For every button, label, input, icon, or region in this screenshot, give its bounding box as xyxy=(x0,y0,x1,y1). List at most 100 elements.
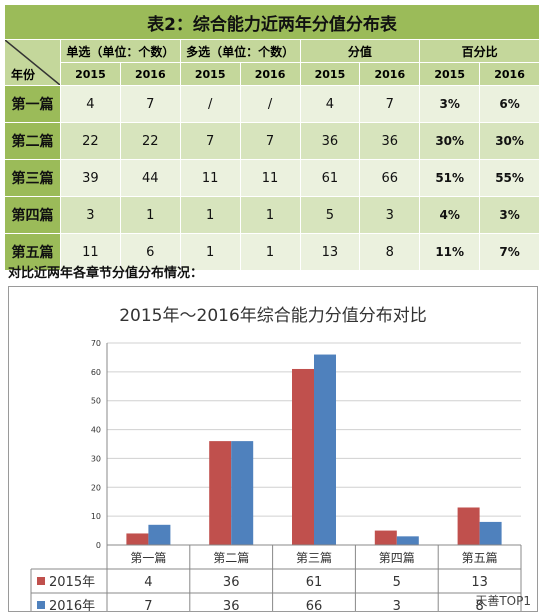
y-tick-label: 0 xyxy=(96,541,101,550)
year-header: 2016 xyxy=(239,62,301,86)
data-label: 61 xyxy=(306,575,323,590)
year-header: 2015 xyxy=(179,62,241,86)
table-cell: 30% xyxy=(479,122,540,160)
y-tick-label: 40 xyxy=(91,426,101,435)
table-cell: 6 xyxy=(119,233,181,271)
year-header: 2015 xyxy=(299,62,361,86)
table-cell: 7 xyxy=(239,122,301,160)
data-label: 8 xyxy=(475,599,483,611)
chart-panel: 2015年～2016年综合能力分值分布对比 0 10 20 30 40 50 60 70 第一篇 第… xyxy=(8,286,538,612)
category-label: 第四篇 xyxy=(379,550,415,565)
year-label: 年份 xyxy=(11,68,36,82)
y-tick-label: 60 xyxy=(91,368,101,377)
table-cell: 7 xyxy=(359,85,421,123)
row-label: 第五篇 xyxy=(4,233,61,271)
row-label: 第四篇 xyxy=(4,196,61,234)
category-label: 第五篇 xyxy=(462,550,498,565)
data-label: 13 xyxy=(471,575,488,590)
table-cell: 6% xyxy=(479,85,540,123)
table-cell: 1 xyxy=(179,233,241,271)
table-cell: / xyxy=(179,85,241,123)
data-label: 36 xyxy=(223,575,240,590)
bar-2015 xyxy=(457,507,480,545)
table-row: 第五篇 11 6 1 1 13 8 11% 7% xyxy=(4,233,540,271)
data-label: 7 xyxy=(144,599,152,611)
bar-chart: 2015年～2016年综合能力分值分布对比 0 10 20 30 40 50 60 70 第一篇 第… xyxy=(30,306,522,611)
table-cell: 3% xyxy=(479,196,540,234)
table-cell: 3 xyxy=(60,196,121,234)
bar-2015 xyxy=(374,530,397,545)
year-header: 2016 xyxy=(359,62,421,86)
row-label: 第二篇 xyxy=(4,122,61,160)
y-tick-label: 20 xyxy=(91,483,101,492)
table-cell: 5 xyxy=(299,196,361,234)
category-label: 第三篇 xyxy=(296,550,332,565)
table-cell: 8 xyxy=(359,233,421,271)
group-header-single: 单选（单位：个数） xyxy=(60,39,181,63)
category-label: 第一篇 xyxy=(130,550,166,565)
legend-swatch-2016 xyxy=(37,601,45,609)
table-cell: 4% xyxy=(419,196,481,234)
table-row: 第一篇 4 7//4 7 3% 6% xyxy=(4,85,540,123)
table-cell: 55% xyxy=(479,159,540,197)
table-cell: 3 xyxy=(359,196,421,234)
bar-2016 xyxy=(231,441,254,545)
table-cell: 1 xyxy=(179,196,241,234)
group-header-multi: 多选（单位：个数） xyxy=(179,39,301,63)
chart-title: 2015年～2016年综合能力分值分布对比 xyxy=(119,306,427,326)
table-cell: 4 xyxy=(60,85,121,123)
table-cell: 11 xyxy=(239,159,301,197)
y-tick-label: 30 xyxy=(91,454,101,463)
table-cell: 7 xyxy=(179,122,241,160)
table-cell: 7% xyxy=(479,233,540,271)
table-cell: 61 xyxy=(299,159,361,197)
y-tick-label: 50 xyxy=(91,397,101,406)
group-header-percent: 百分比 xyxy=(419,39,540,63)
bar-2015 xyxy=(126,533,149,545)
table-cell: / xyxy=(239,85,301,123)
table-cell: 22 xyxy=(119,122,181,160)
data-label: 4 xyxy=(144,575,152,590)
year-header: 2015 xyxy=(419,62,481,86)
data-label: 3 xyxy=(393,599,401,611)
table-cell: 4 xyxy=(299,85,361,123)
diagonal-line xyxy=(5,40,60,85)
bar-2016 xyxy=(314,354,336,545)
table-cell: 36 xyxy=(299,122,361,160)
table-cell: 1 xyxy=(239,196,301,234)
y-tick-label: 70 xyxy=(91,339,101,348)
table-cell: 51% xyxy=(419,159,481,197)
table-cell: 36 xyxy=(359,122,421,160)
bar-2015 xyxy=(209,441,232,545)
group-header-score: 分值 xyxy=(299,39,421,63)
watermark: 天善TOP1 xyxy=(475,594,531,608)
chart-caption: 对比近两年各章节分值分布情况： xyxy=(8,266,204,281)
table-body: 第一篇 4 7//4 7 3% 6% 第二篇 22 22 7 7 36 36 30% 30% 第三篇 39 44 1… xyxy=(4,85,540,271)
data-label: 5 xyxy=(393,575,401,590)
data-label: 36 xyxy=(223,599,240,611)
table-cell: 1 xyxy=(239,233,301,271)
year-header: 2016 xyxy=(479,62,540,86)
bar-2016 xyxy=(148,524,171,545)
score-distribution-table: 表2：综合能力近两年分值分布表 年份 单选（单位：个数） 多选（单位：个数） 分… xyxy=(4,4,540,271)
row-label: 第一篇 xyxy=(4,85,61,123)
table-cell: 22 xyxy=(60,122,121,160)
table-cell: 66 xyxy=(359,159,421,197)
row-label: 第三篇 xyxy=(4,159,61,197)
table-cell: 7 xyxy=(119,85,181,123)
legend-label: 2016年 xyxy=(49,599,95,611)
year-header: 2016 xyxy=(119,62,181,86)
y-tick-label: 10 xyxy=(91,512,101,521)
legend-swatch-2015 xyxy=(37,577,45,585)
legend-label: 2015年 xyxy=(49,575,95,590)
table-row: 第二篇 22 22 7 7 36 36 30% 30% xyxy=(4,122,540,160)
table-cell: 11 xyxy=(179,159,241,197)
bar-2015 xyxy=(292,368,314,545)
table-cell: 13 xyxy=(299,233,361,271)
table-cell: 3% xyxy=(419,85,481,123)
data-label: 66 xyxy=(306,599,323,611)
table-row: 第三篇 39 44 11 11 61 66 51% 55% xyxy=(4,159,540,197)
table-cell: 39 xyxy=(60,159,121,197)
table-cell: 44 xyxy=(119,159,181,197)
category-label: 第二篇 xyxy=(213,550,249,565)
